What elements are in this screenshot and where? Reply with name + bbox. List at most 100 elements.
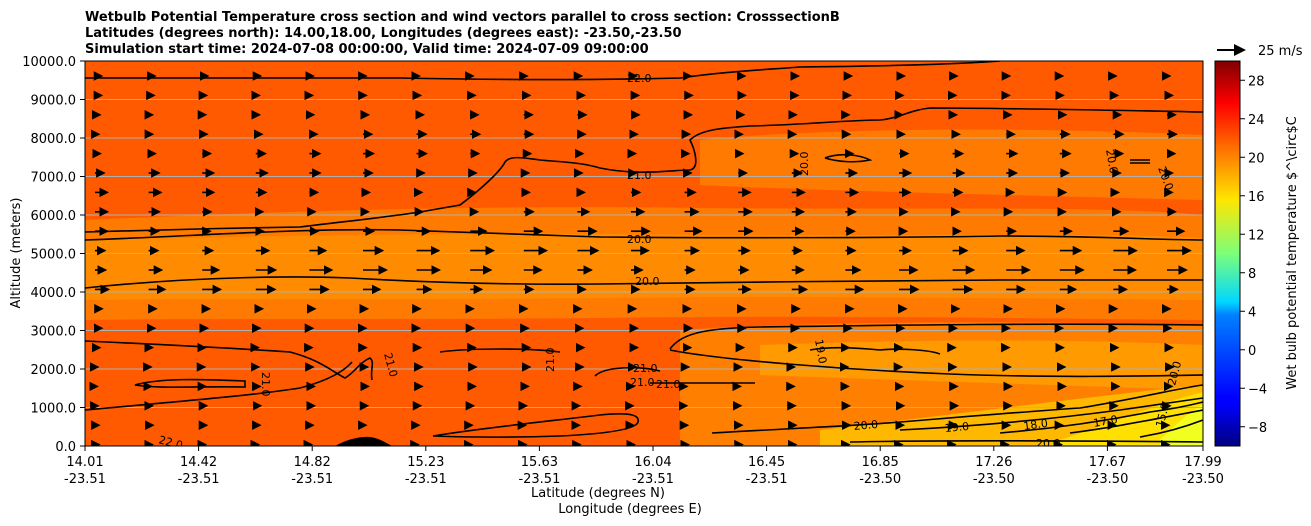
x-axis-label-latitude: Latitude (degrees N) (531, 486, 665, 501)
wind-vectors (89, 71, 1192, 446)
y-tick-label: 1000.0 (31, 402, 77, 417)
y-tick-label: 5000.0 (31, 248, 77, 263)
x-axis-label-longitude: Longitude (degrees E) (558, 502, 702, 517)
x-tick-label-lat: 15.23 (407, 455, 444, 470)
contour-label: 21.0 (627, 169, 652, 182)
x-tick-label-lon: -23.50 (859, 472, 901, 487)
colorbar-ticks: −8 −4 0 4 8 12 16 20 24 28 (1240, 74, 1267, 436)
x-tick-label-lat: 17.99 (1184, 455, 1221, 470)
quiver-key-label: 25 m/s (1258, 44, 1303, 59)
colorbar: −8 −4 0 4 8 12 16 20 24 28 Wet bulb potential tem… (1214, 60, 1300, 447)
contour-20-floor (849, 440, 1203, 443)
x-tick-label-lat: 16.45 (748, 455, 785, 470)
colorbar-tick-label: 12 (1248, 228, 1265, 243)
contour-21-bottom (432, 413, 639, 438)
colorbar-tick-label: 8 (1248, 267, 1256, 282)
chart-title-line-3: Simulation start time: 2024-07-08 00:00:… (85, 42, 649, 57)
contour-20-upper-loop (824, 153, 873, 163)
x-tick-label-lat: 16.04 (634, 455, 671, 470)
contour-21-loop (134, 378, 246, 388)
contour-label: 21.0 (633, 362, 658, 375)
contour-19-mid (809, 346, 941, 355)
contour-label: 20.0 (627, 233, 652, 246)
y-axis-label: Altitude (meters) (9, 198, 24, 309)
y-tick-label: 4000.0 (31, 286, 77, 301)
x-tick-label-lat: 15.63 (521, 455, 558, 470)
contour-label: 19.0 (812, 338, 829, 364)
x-tick-label-lat: 14.82 (294, 455, 331, 470)
x-tick-label-lat: 14.42 (180, 455, 217, 470)
contour-21-upper (85, 107, 1203, 233)
colorbar-label: Wet bulb potential temperature $^\circ$C (1285, 116, 1300, 389)
temperature-field: 22.0 21.0 20.0 20.0 21.0 21.0 21.0 22.0 … (85, 61, 1203, 450)
x-tick-label-lon: -23.51 (178, 472, 220, 487)
contour-label: 21.0 (656, 378, 681, 391)
field-cool-min (1160, 405, 1203, 446)
quiver-key: 25 m/s (1217, 44, 1303, 59)
contour-label: 20.0 (635, 275, 660, 288)
y-tick-label: 0.0 (55, 440, 76, 455)
contour-19-bottom (899, 397, 1203, 431)
chart-title-line-1: Wetbulb Potential Temperature cross sect… (85, 10, 840, 25)
y-tick-label: 9000.0 (31, 94, 77, 109)
x-tick-label-lon: -23.51 (632, 472, 674, 487)
x-tick-label-lon: -23.51 (746, 472, 788, 487)
x-tick-label-lon: -23.51 (291, 472, 333, 487)
x-tick-label-lat: 17.67 (1089, 455, 1126, 470)
colorbar-tick-label: 28 (1248, 74, 1265, 89)
contour-20-upper (85, 228, 1203, 241)
colorbar-gradient (1214, 60, 1241, 447)
colorbar-tick-label: 4 (1248, 305, 1256, 320)
y-tick-label: 6000.0 (31, 209, 77, 224)
field-upper-right-zone (700, 129, 1203, 200)
chart-title-line-2: Latitudes (degrees north): 14.00,18.00, … (85, 26, 682, 41)
contour-label: 21.0 (630, 376, 655, 389)
y-tick-label: 2000.0 (31, 363, 77, 378)
contour-label: 20.0 (853, 418, 879, 433)
y-tick-label: 8000.0 (31, 132, 77, 147)
contour-20-upper-right (1130, 159, 1150, 164)
x-tick-label-lon: -23.50 (1086, 472, 1128, 487)
contour-label: 21.0 (544, 348, 557, 373)
contour-label: 21.0 (381, 351, 400, 378)
x-tick-label-lon: -23.50 (973, 472, 1015, 487)
contour-18 (999, 401, 1203, 434)
x-tick-label-lat: 16.85 (862, 455, 899, 470)
y-axis: 0.0 1000.0 2000.0 3000.0 4000.0 5000.0 6000.0 7… (22, 55, 85, 455)
contour-17 (1069, 409, 1203, 434)
y-tick-label: 10000.0 (22, 55, 76, 70)
contour-label: 21.0 (259, 372, 272, 397)
contour-label: 22.0 (627, 72, 652, 85)
y-tick-label: 3000.0 (31, 325, 77, 340)
contour-lines (85, 61, 1203, 443)
colorbar-tick-label: 20 (1248, 151, 1265, 166)
x-tick-label-lat: 17.26 (975, 455, 1012, 470)
x-axis: 14.01 -23.51 14.42 -23.51 14.82 -23.51 15.23 -2… (64, 446, 1224, 487)
contour-label: 20.0 (1036, 437, 1061, 450)
colorbar-tick-label: 0 (1248, 344, 1256, 359)
field-lower-right-core (760, 340, 1203, 390)
contour-label: 18.0 (1023, 417, 1049, 433)
colorbar-tick-label: 16 (1248, 190, 1265, 205)
y-tick-label: 7000.0 (31, 171, 77, 186)
colorbar-tick-label: 24 (1248, 113, 1265, 128)
x-tick-label-lon: -23.51 (64, 472, 106, 487)
contour-21-left (85, 340, 374, 381)
contour-label: 19.0 (944, 420, 970, 435)
x-tick-label-lon: -23.51 (405, 472, 447, 487)
contour-20-lower-b (669, 349, 1203, 378)
contour-21-mid-a (439, 348, 561, 353)
contour-20-bottom (711, 384, 1203, 434)
contour-21-mid-b (594, 366, 661, 377)
contour-21-lower (85, 361, 353, 411)
colorbar-tick-label: −8 (1248, 421, 1267, 436)
contour-15 (1139, 419, 1203, 438)
contour-22-upper (85, 61, 1001, 81)
contour-20-lower (669, 323, 1203, 350)
x-tick-label-lon: -23.50 (1182, 472, 1224, 487)
colorbar-tick-label: −4 (1248, 382, 1267, 397)
x-tick-label-lon: -23.51 (518, 472, 560, 487)
x-tick-label-lat: 14.01 (66, 455, 103, 470)
contour-20-mid (85, 276, 1203, 289)
